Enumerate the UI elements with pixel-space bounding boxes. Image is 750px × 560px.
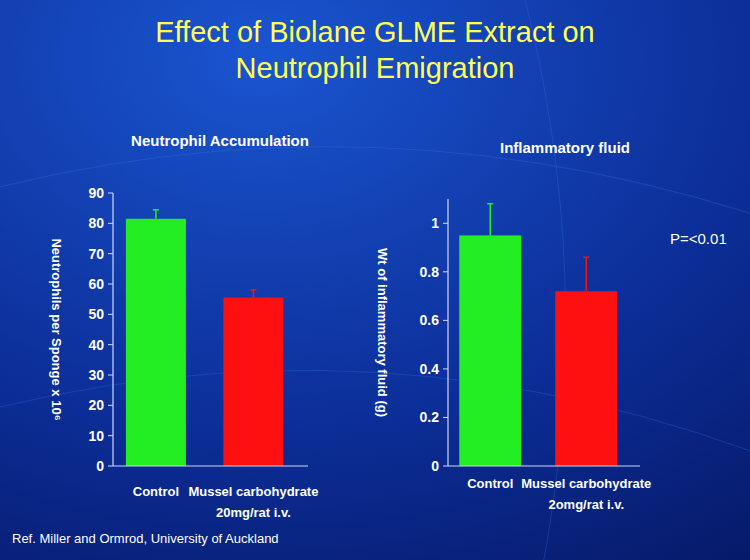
x-tick-label: Control — [133, 484, 179, 499]
y-tick — [108, 284, 113, 285]
y-tick — [108, 375, 113, 376]
y-tick-label: 60 — [88, 276, 104, 292]
y-tick-label: 0.2 — [420, 409, 440, 425]
annotation: P=<0.01 — [670, 230, 727, 247]
bars — [126, 210, 284, 466]
y-tick — [443, 466, 448, 467]
y-tick-label: 50 — [88, 306, 104, 322]
y-tick-label: 10 — [88, 428, 104, 444]
y-tick-label: 40 — [88, 337, 104, 353]
y-tick — [108, 253, 113, 254]
text-line: Control — [133, 484, 179, 499]
y-tick-label: 90 — [88, 185, 104, 201]
error-bar — [487, 204, 493, 236]
x-tick-label: Control — [467, 476, 513, 491]
chart-title: Neutrophil Accumulation — [131, 132, 309, 149]
y-tick — [443, 320, 448, 321]
bars — [459, 204, 617, 466]
error-bar — [153, 210, 159, 219]
y-tick — [443, 417, 448, 418]
y-tick — [108, 314, 113, 315]
error-bar — [583, 257, 589, 291]
text-line: Neutrophil Emigration — [236, 52, 515, 84]
y-axis-label: Neutrophils per Sponge x 10⁶ — [49, 238, 64, 420]
x-axis — [113, 465, 308, 466]
y-tick-label: 30 — [88, 367, 104, 383]
text-line: 2omg/rat i.v. — [548, 497, 624, 512]
slide-title: Effect of Biolane GLME Extract on Neutrop… — [155, 16, 595, 84]
background — [0, 0, 750, 560]
y-tick — [443, 368, 448, 369]
y-tick — [108, 466, 113, 467]
y-tick-label: 0.4 — [420, 361, 440, 377]
y-tick-label: 70 — [88, 246, 104, 262]
x-tick-label: Mussel carbohydrate 20mg/rat i.v. — [188, 484, 318, 520]
y-axis-label: Wt of inflammatory fluid (g) — [375, 248, 390, 417]
text-line: Mussel carbohydrate — [521, 476, 651, 491]
bar — [459, 235, 521, 466]
error-bar — [250, 290, 256, 298]
y-axis — [112, 193, 113, 466]
text-line: Effect of Biolane GLME Extract on — [155, 16, 595, 48]
y-tick-label: 0 — [431, 458, 439, 474]
text-line: Mussel carbohydrate — [188, 484, 318, 499]
slide: Effect of Biolane GLME Extract on Neutrop… — [0, 0, 750, 560]
y-tick — [443, 271, 448, 272]
y-tick-label: 0 — [96, 458, 104, 474]
x-axis — [448, 465, 640, 466]
y-tick — [108, 193, 113, 194]
y-tick — [443, 223, 448, 224]
y-tick-label: 1 — [431, 215, 439, 231]
y-tick-label: 80 — [88, 215, 104, 231]
y-tick — [108, 405, 113, 406]
y-tick-label: 20 — [88, 397, 104, 413]
y-tick — [108, 435, 113, 436]
y-tick-label: 0.8 — [420, 264, 440, 280]
chart: Inflammatory fluid Wt of inflammatory flu… — [375, 139, 727, 512]
y-tick — [108, 223, 113, 224]
y-tick-label: 0.6 — [420, 312, 440, 328]
bar — [555, 291, 617, 466]
text-line: Control — [467, 476, 513, 491]
chart: Neutrophil Accumulation Neutrophils per S… — [49, 132, 318, 520]
bar — [223, 298, 283, 466]
text-line: 20mg/rat i.v. — [216, 505, 291, 520]
y-axis — [447, 199, 448, 466]
x-tick-label: Mussel carbohydrate 2omg/rat i.v. — [521, 476, 651, 512]
chart-title: Inflammatory fluid — [500, 139, 630, 156]
y-tick — [108, 344, 113, 345]
bar — [126, 219, 186, 466]
footnote: Ref. Miller and Ormrod, University of Au… — [12, 531, 279, 546]
